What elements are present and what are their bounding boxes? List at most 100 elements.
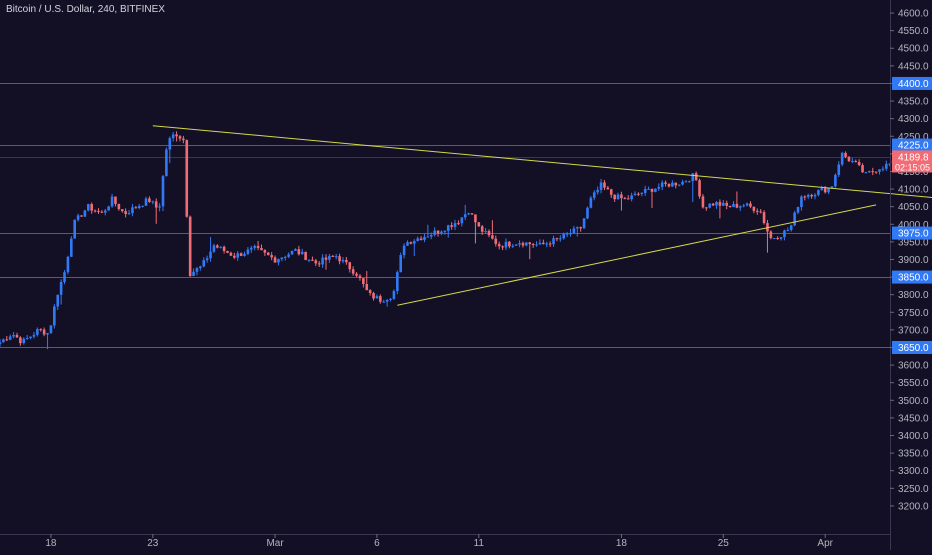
candle bbox=[837, 161, 841, 177]
candle bbox=[63, 270, 66, 285]
candle bbox=[355, 272, 358, 278]
level-price-label: 4400.0 bbox=[892, 76, 932, 90]
candle bbox=[406, 240, 409, 246]
candle bbox=[212, 243, 216, 253]
candle bbox=[195, 267, 199, 276]
price-tick-label: 4600.0 bbox=[898, 9, 929, 20]
candle bbox=[640, 192, 644, 197]
candle bbox=[613, 194, 616, 202]
candle bbox=[606, 185, 610, 190]
candle bbox=[22, 337, 26, 345]
price-tick-label: 4250.0 bbox=[898, 132, 929, 143]
candle bbox=[297, 245, 301, 256]
candle bbox=[144, 196, 148, 206]
trendlines bbox=[152, 125, 932, 306]
candle bbox=[745, 202, 749, 207]
candle bbox=[73, 219, 77, 239]
candle bbox=[589, 195, 593, 209]
time-tick-label: Apr bbox=[817, 538, 833, 549]
candle bbox=[596, 186, 599, 195]
candle bbox=[450, 222, 453, 230]
candle bbox=[732, 201, 735, 208]
svg-text:4225.0: 4225.0 bbox=[898, 141, 929, 152]
candle bbox=[317, 260, 321, 268]
level-price-label: 4225.0 bbox=[892, 138, 932, 152]
price-tick-label: 3950.0 bbox=[898, 237, 929, 248]
candle bbox=[365, 271, 369, 291]
candle bbox=[701, 194, 705, 209]
candle bbox=[131, 204, 134, 217]
candle bbox=[199, 265, 202, 271]
candle bbox=[755, 208, 759, 215]
candle bbox=[885, 160, 888, 171]
price-tick-label: 4450.0 bbox=[898, 61, 929, 72]
time-axis: 18 23 Mar 6 11 18 25 Apr bbox=[0, 534, 890, 549]
candle bbox=[328, 253, 331, 263]
svg-text:4400.0: 4400.0 bbox=[898, 79, 929, 90]
price-labels: 4400.0 4225.0 3975.0 3850.0 3650.0 4189.802:1… bbox=[892, 76, 932, 354]
candle bbox=[178, 135, 182, 142]
candle bbox=[2, 338, 5, 343]
candle bbox=[698, 178, 701, 199]
candle bbox=[470, 213, 474, 215]
candle bbox=[229, 251, 233, 256]
candle bbox=[90, 202, 93, 214]
candle bbox=[239, 252, 243, 257]
candle bbox=[677, 184, 681, 187]
candle bbox=[443, 230, 447, 235]
candle bbox=[379, 294, 382, 304]
candle bbox=[674, 182, 678, 189]
candle bbox=[107, 205, 110, 211]
candle bbox=[868, 170, 871, 173]
price-tick-label: 3550.0 bbox=[898, 378, 929, 389]
current-price-value: 4189.8 bbox=[898, 152, 929, 163]
candle bbox=[409, 241, 413, 245]
candle bbox=[722, 200, 725, 207]
candle bbox=[280, 257, 284, 262]
candle bbox=[518, 240, 521, 248]
candle bbox=[311, 256, 314, 262]
candle bbox=[762, 210, 766, 225]
price-tick-label: 3250.0 bbox=[898, 484, 929, 495]
candle bbox=[671, 180, 674, 187]
candle bbox=[70, 236, 73, 257]
candle bbox=[501, 245, 504, 251]
candle bbox=[127, 209, 131, 216]
candle bbox=[385, 299, 389, 307]
level-price-label: 3650.0 bbox=[892, 340, 932, 354]
price-tick-label: 4500.0 bbox=[898, 44, 929, 55]
candle bbox=[851, 158, 854, 164]
candle bbox=[304, 251, 307, 261]
candle bbox=[440, 230, 443, 236]
candle bbox=[141, 205, 144, 208]
candle bbox=[650, 188, 654, 208]
candle bbox=[358, 274, 362, 281]
candle bbox=[565, 231, 569, 238]
candle bbox=[800, 195, 803, 211]
price-tick-label: 3900.0 bbox=[898, 255, 929, 266]
candle bbox=[192, 268, 195, 277]
candle bbox=[124, 208, 127, 218]
candle bbox=[59, 279, 63, 305]
candle bbox=[246, 247, 250, 256]
price-tick-label: 4350.0 bbox=[898, 97, 929, 108]
candle bbox=[793, 210, 796, 227]
candle bbox=[582, 218, 586, 229]
candle bbox=[718, 199, 722, 219]
price-tick-label: 4550.0 bbox=[898, 26, 929, 37]
candle bbox=[151, 200, 155, 205]
candle bbox=[861, 163, 864, 173]
candle bbox=[32, 331, 36, 339]
candle bbox=[114, 196, 117, 207]
candle bbox=[457, 220, 460, 226]
trendline bbox=[397, 204, 877, 306]
candle bbox=[348, 261, 352, 273]
candle bbox=[460, 217, 464, 227]
candle bbox=[759, 208, 762, 214]
candle bbox=[260, 244, 263, 251]
price-tick-label: 3700.0 bbox=[898, 325, 929, 336]
price-tick-label: 4150.0 bbox=[898, 167, 929, 178]
candle bbox=[463, 204, 467, 221]
